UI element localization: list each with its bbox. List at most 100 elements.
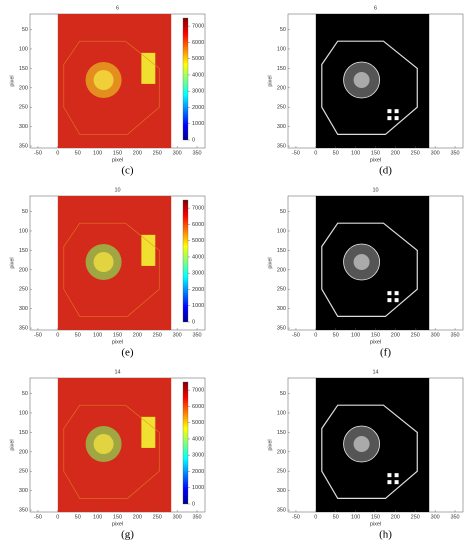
x-axis-label: pixel [112,157,123,163]
y-tick-label: 250 [19,469,28,475]
image-feature [141,416,156,448]
x-tick-label: 0 [314,514,317,520]
panel: 6 -50 0 50 100 150 200 250 300 350 50 100 150 200 250 3… [267,5,464,177]
colorbar-tick-label: 6000 [192,404,204,410]
y-tick-label: 300 [19,124,28,130]
y-axis-label: pixel [267,439,273,450]
image-feature [141,234,156,266]
x-tick-label: 250 [153,150,162,156]
y-tick-label: 100 [19,228,28,234]
y-tick-label: 200 [19,267,28,273]
x-tick-label: 50 [333,150,339,156]
x-tick-label: 250 [153,514,162,520]
y-axis-label: pixel [9,75,15,86]
y-tick-label: 200 [277,267,286,273]
x-tick-label: 350 [192,332,201,338]
y-tick-label: 250 [277,469,286,475]
panel: 10 -50 0 50 100 150 200 250 300 350 50 100 150 200 250… [267,187,464,359]
x-tick-label: 350 [450,332,459,338]
y-tick-label: 250 [19,287,28,293]
image-feature [93,70,114,91]
x-tick-label: 300 [431,150,440,156]
y-tick-label: 150 [277,66,286,72]
y-tick-label: 350 [19,508,28,514]
caption: (f) [380,347,391,359]
caption: (d) [379,165,392,177]
image-feature [63,404,160,499]
x-axis-label: pixel [370,521,381,527]
x-tick-label: 200 [391,332,400,338]
image-feature [394,473,399,478]
x-tick-label: 350 [192,514,201,520]
x-tick-label: 50 [333,332,339,338]
x-axis-label: pixel [112,521,123,527]
image-feature [394,298,399,303]
colorbar-tick-label: 3000 [192,271,204,277]
y-tick-label: 100 [277,46,286,52]
y-tick-label: 50 [22,391,28,397]
image-feature [353,254,370,271]
colorbar [182,381,189,505]
x-tick-label: -50 [292,514,300,520]
x-tick-label: 150 [371,332,380,338]
x-tick-label: 50 [75,332,81,338]
x-tick-label: 200 [133,150,142,156]
colorbar-tick-label: 4000 [192,436,204,442]
panel: 14 -50 0 50 100 150 200 250 300 350 50 100 150 200 250… [267,369,464,541]
x-tick-label: 50 [75,150,81,156]
panel: 6 -50 0 50 100 150 200 250 300 350 50 100 150 200 250 3… [9,5,206,177]
x-tick-label: 200 [133,332,142,338]
x-tick-label: 300 [173,514,182,520]
x-tick-label: 100 [351,332,360,338]
image-feature [387,116,392,121]
y-tick-label: 50 [280,391,286,397]
x-tick-label: 0 [314,150,317,156]
y-axis-label: pixel [9,257,15,268]
image-feature [321,40,418,136]
caption: (h) [379,529,392,541]
y-tick-label: 200 [19,85,28,91]
image-feature [93,434,114,455]
y-tick-label: 350 [277,326,286,332]
y-tick-label: 150 [19,66,28,72]
x-tick-label: 0 [314,332,317,338]
colorbar-tick-label: 2000 [192,287,204,293]
y-tick-label: 100 [277,228,286,234]
x-tick-label: 200 [133,514,142,520]
colorbar-tick-label: 5000 [192,238,204,244]
y-tick-label: 300 [277,488,286,494]
y-tick-label: 150 [19,430,28,436]
x-axis-label: pixel [370,339,381,345]
x-tick-label: 300 [431,514,440,520]
panel-title: 6 [374,5,377,11]
colorbar-tick-label: 7000 [192,206,204,212]
x-tick-label: 300 [173,150,182,156]
image-feature [394,116,399,121]
colorbar-tick-label: 5000 [192,56,204,62]
x-tick-label: 100 [93,150,102,156]
x-tick-label: 250 [153,332,162,338]
colorbar-tick-label: 2000 [192,105,204,111]
image-feature [63,222,160,317]
y-tick-label: 150 [19,248,28,254]
x-tick-label: 250 [411,332,420,338]
colorbar-tick-label: 1000 [192,303,204,309]
image-feature [321,404,418,500]
colorbar-tick-label: 2000 [192,469,204,475]
x-tick-label: 300 [431,332,440,338]
image-feature [353,436,370,453]
colorbar-tick-label: 6000 [192,222,204,228]
colorbar-tick-label: 7000 [192,388,204,394]
panel-title: 14 [372,369,378,375]
panel-title: 10 [372,187,378,193]
x-tick-label: -50 [292,150,300,156]
image-feature [394,109,399,114]
colorbar-tick-label: 0 [192,501,195,507]
y-tick-label: 200 [277,85,286,91]
colorbar-tick-label: 3000 [192,453,204,459]
x-tick-label: 50 [333,514,339,520]
panel-title: 14 [114,369,120,375]
x-tick-label: 200 [391,514,400,520]
x-tick-label: 250 [411,150,420,156]
